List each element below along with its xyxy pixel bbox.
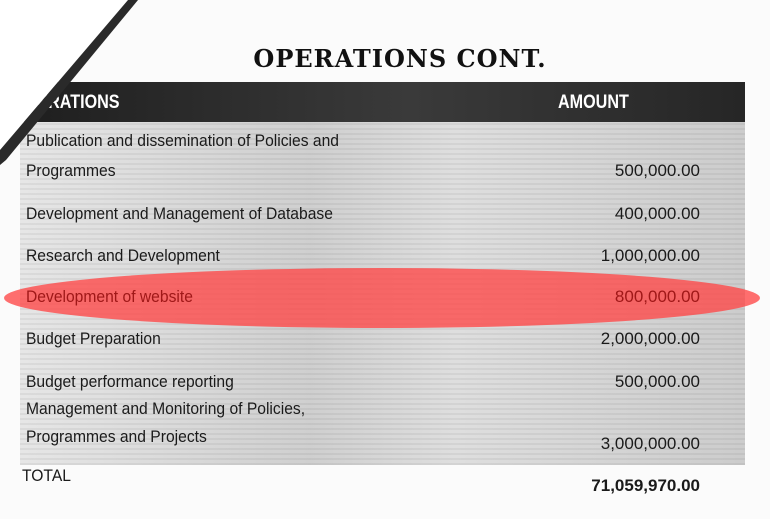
row-description: Management and Monitoring of Policies, [26,399,306,418]
total-label: TOTAL [22,466,71,485]
header-amount: AMOUNT [558,92,629,113]
row-description: Development and Management of Database [26,204,333,223]
row-amount: 500,000.00 [614,372,700,391]
row-description: Research and Development [26,246,220,265]
row-description: Development of website [26,287,193,306]
row-description: Programmes [26,161,116,180]
row-amount: 1,000,000.00 [600,246,700,265]
table-header-bar [0,82,745,122]
row-description: Budget Preparation [26,329,161,348]
row-amount: 400,000.00 [614,204,700,223]
row-amount: 2,000,000.00 [600,329,700,348]
highlight-ellipse [4,268,760,328]
total-amount: 71,059,970.00 [591,476,700,495]
row-amount: 3,000,000.00 [600,434,700,453]
row-description: Budget performance reporting [26,372,234,391]
page-fold [0,0,138,165]
row-description: Publication and dissemination of Policie… [26,131,340,150]
row-amount: 800,000.00 [614,287,700,306]
page-title: OPERATIONS CONT. [253,44,547,73]
row-description: Programmes and Projects [26,427,207,446]
row-amount: 500,000.00 [614,161,700,180]
